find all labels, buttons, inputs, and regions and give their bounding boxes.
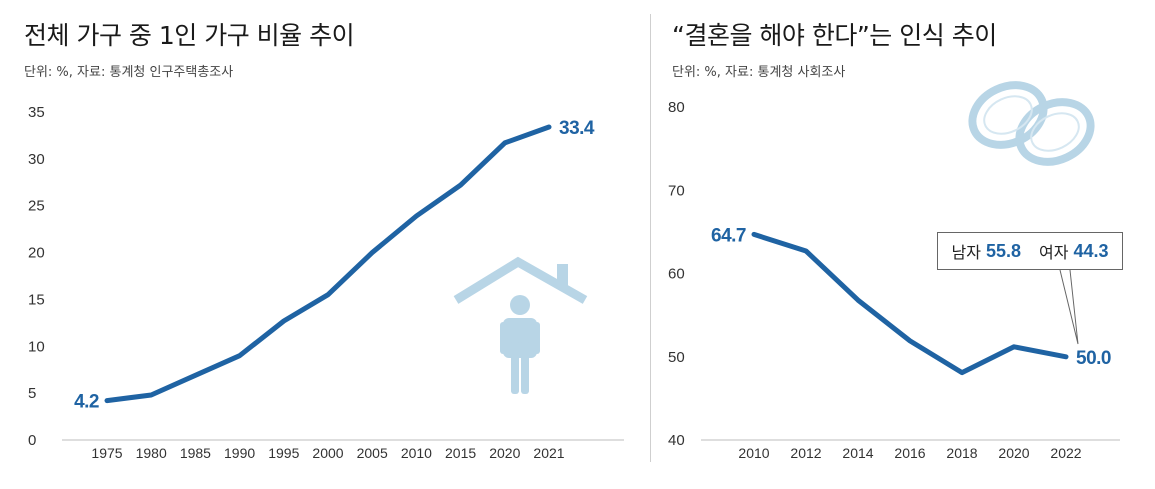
chart1-y-tick-label: 0 (28, 432, 36, 449)
chart2-last-value-label: 50.0 (1076, 348, 1111, 369)
chart2-x-tick-label: 2018 (946, 445, 977, 461)
chart1-x-tick-label: 2020 (489, 445, 520, 461)
chart1-x-tick-label: 1980 (136, 445, 167, 461)
wedding-rings-icon (968, 81, 1095, 166)
chart2-x-tick-label: 2014 (842, 445, 873, 461)
house-person-icon (453, 256, 588, 394)
chart2-first-value-label: 64.7 (711, 225, 746, 246)
chart1-y-tick-label: 20 (28, 245, 45, 262)
chart1-x-tick-label: 2005 (357, 445, 388, 461)
callout-pointer (1059, 269, 1079, 345)
chart2-x-tick-label: 2022 (1050, 445, 1081, 461)
callout-female-value: 44.3 (1073, 240, 1109, 261)
chart1-y-tick-label: 15 (28, 291, 45, 308)
chart2-series-line (751, 231, 1069, 376)
chart1-x-tick-label: 1995 (268, 445, 299, 461)
chart1-series-line (104, 124, 552, 404)
chart1-y-tick-label: 30 (28, 151, 45, 168)
chart1-x-tick-label: 2000 (312, 445, 343, 461)
chart1-plot: 0 5 10 15 20 25 30 35 1975 1980 1985 1990 1995 2000 2… (28, 104, 624, 461)
chart1-title: 전체 가구 중 1인 가구 비율 추이 (24, 21, 355, 50)
chart1-x-tick-label: 1990 (224, 445, 255, 461)
chart1-x-tick-label: 2010 (401, 445, 432, 461)
chart2-y-tick-label: 60 (668, 266, 685, 283)
chart2-x-tick-label: 2012 (790, 445, 821, 461)
chart1-first-value-label: 4.2 (74, 392, 99, 413)
chart2-x-tick-label: 2010 (738, 445, 769, 461)
chart2-y-tick-label: 50 (668, 349, 685, 366)
chart2-y-tick-label: 40 (668, 432, 685, 449)
chart2-subtitle: 단위: %, 자료: 통계청 사회조사 (672, 65, 846, 80)
chart1-y-tick-label: 25 (28, 198, 45, 215)
chart1-last-value-label: 33.4 (559, 118, 595, 139)
chart2-y-tick-label: 80 (668, 99, 685, 116)
chart1-y-tick-label: 10 (28, 338, 45, 355)
gender-callout-box: 남자 55.8 여자 44.3 (937, 232, 1123, 270)
chart2-x-tick-label: 2016 (894, 445, 925, 461)
chart2-y-tick-label: 70 (668, 182, 685, 199)
chart1-x-tick-label: 2021 (533, 445, 564, 461)
chart2-x-tick-label: 2020 (998, 445, 1029, 461)
chart1-x-tick-label: 2015 (445, 445, 476, 461)
callout-male-value: 55.8 (985, 240, 1021, 261)
chart1-x-tick-label: 1975 (91, 445, 122, 461)
chart1-y-tick-label: 35 (28, 104, 45, 121)
chart2-title: “결혼을 해야 한다”는 인식 추이 (672, 21, 997, 50)
chart1-y-tick-label: 5 (28, 385, 36, 402)
chart1-subtitle: 단위: %, 자료: 통계청 인구주택총조사 (24, 65, 234, 80)
callout-male-label: 남자 (951, 243, 981, 262)
panel-divider (650, 14, 651, 462)
chart1-x-tick-label: 1985 (180, 445, 211, 461)
callout-female-label: 여자 (1039, 243, 1069, 262)
